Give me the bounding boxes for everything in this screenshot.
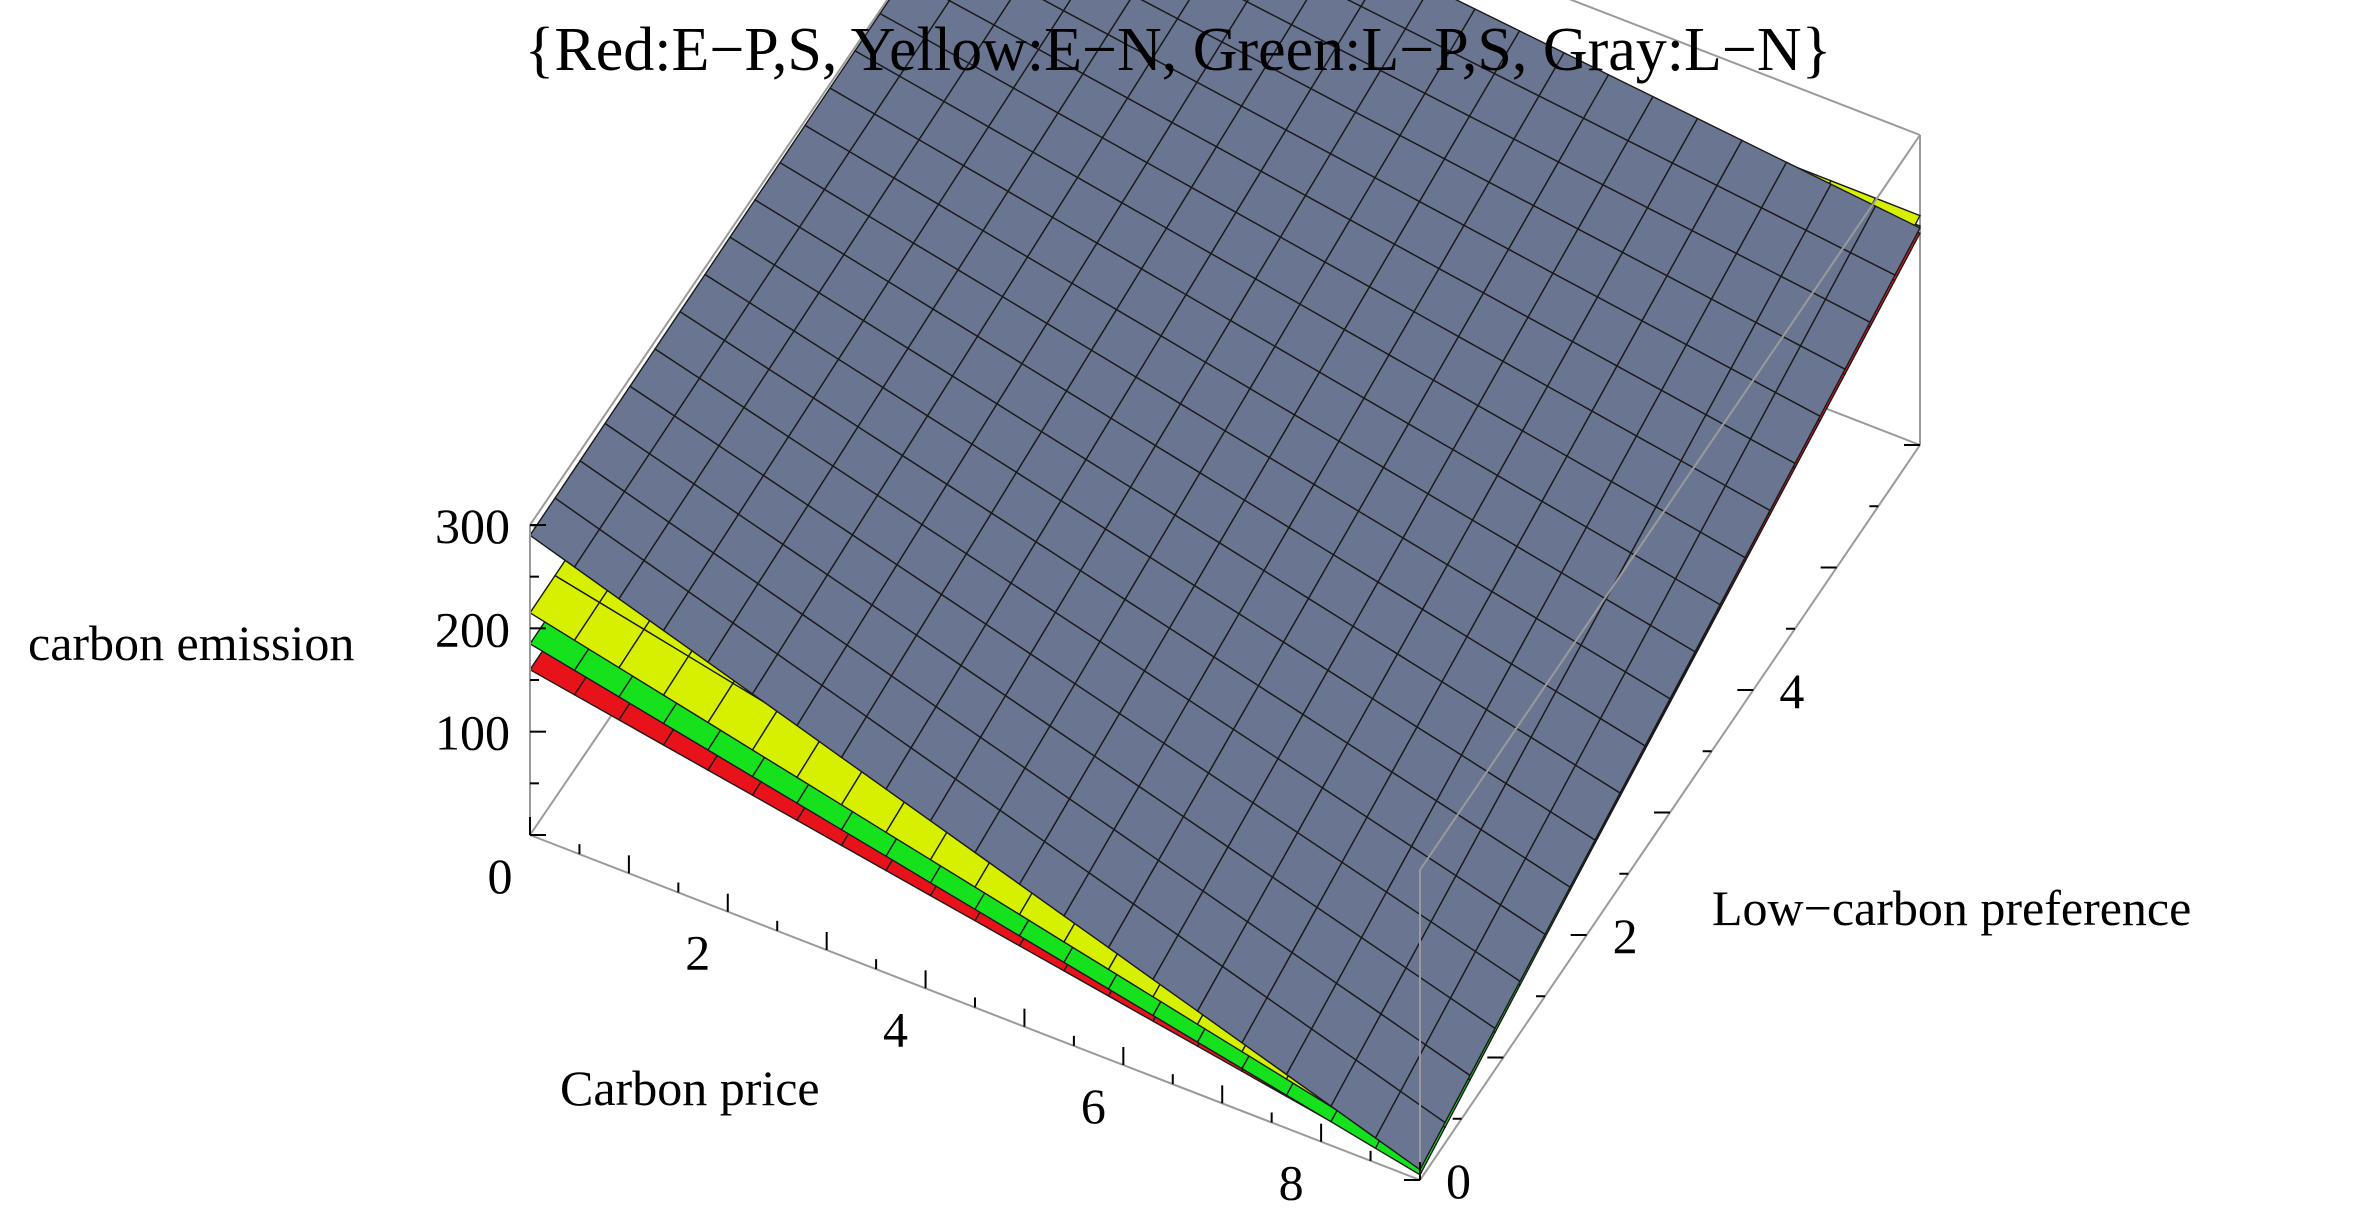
y-axis-title: Low−carbon preference	[1712, 880, 2191, 936]
y-tick-label: 4	[1779, 663, 1804, 719]
box-edge	[1419, 134, 1921, 871]
x-tick-label: 2	[685, 925, 710, 981]
x-tick-label: 6	[1081, 1078, 1106, 1134]
surface-cell	[1374, 1090, 1446, 1171]
y-tick-label: 2	[1613, 908, 1638, 964]
x-axis-title: Carbon price	[560, 1060, 820, 1116]
box-edge	[529, 0, 889, 526]
axis-ticks: 0 2 4 6 8 0 2 4 100 200 300	[435, 444, 1920, 1211]
surface-gray	[529, 0, 1921, 1171]
box-edge	[1568, 0, 1921, 136]
y-tick-label: 0	[1446, 1153, 1471, 1209]
x-tick-label: 0	[488, 848, 513, 904]
z-tick-label: 300	[435, 498, 510, 554]
z-tick-label: 200	[435, 601, 510, 657]
chart-title: {Red:E−P,S, Yellow:E−N, Green:L−P,S, Gra…	[525, 16, 1832, 84]
x-tick-label: 8	[1279, 1155, 1304, 1211]
surfaces	[529, 0, 1921, 1176]
x-tick-label: 4	[883, 1001, 908, 1057]
z-axis-title: carbon emission	[28, 615, 354, 671]
z-tick-label: 100	[435, 705, 510, 761]
